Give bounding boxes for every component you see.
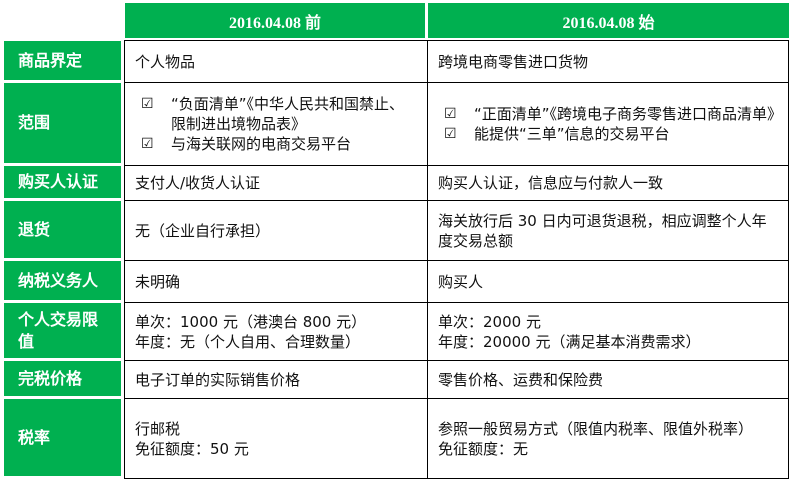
cell-before: 无（企业自行承担） xyxy=(124,200,428,261)
cell-before: 单次：1000 元（港澳台 800 元） 年度：无（个人自用、合理数量） xyxy=(124,302,428,361)
cell-after: 海关放行后 30 日内可退货退税，相应调整个人年度交易总额 xyxy=(427,200,789,261)
cell-text: 支付人/收货人认证 xyxy=(135,174,261,192)
checklist-item: ☑ “正面清单”《跨境电子商务零售进口商品清单》 xyxy=(444,104,783,124)
cell-text: 参照一般贸易方式（限值内税率、限值外税率） xyxy=(438,419,754,438)
checklist-item: ☑ 与海关联网的电商交易平台 xyxy=(141,134,417,154)
header-after: 2016.04.08 始 xyxy=(428,3,789,38)
cell-text: 电子订单的实际销售价格 xyxy=(135,370,301,389)
cell-before: ☑ “负面清单”《中华人民共和国禁止、限制进出境物品表》 ☑ 与海关联网的电商交易平台 xyxy=(124,82,428,166)
cell-before: 电子订单的实际销售价格 xyxy=(124,360,428,399)
cell-after: 参照一般贸易方式（限值内税率、限值外税率） 免征额度：无 xyxy=(427,398,789,479)
cell-after: 单次：2000 元年度：20000 元（满足基本消费需求） xyxy=(427,302,789,361)
cell-text: 年度：无（个人自用、合理数量） xyxy=(135,332,361,351)
cell-text: 年度：20000 元（满足基本消费需求） xyxy=(438,332,701,351)
cell-text: 行邮税 xyxy=(135,419,181,438)
cell-text: 单次：1000 元（港澳台 800 元） xyxy=(135,312,367,331)
checklist-item: ☑ “负面清单”《中华人民共和国禁止、限制进出境物品表》 xyxy=(141,94,417,134)
cell-text: 海关放行后 30 日内可退货退税，相应调整个人年度交易总额 xyxy=(438,211,767,250)
item-text: “正面清单”《跨境电子商务零售进口商品清单》 xyxy=(474,105,783,123)
cell-text: 跨境电商零售进口货物 xyxy=(438,52,589,71)
row-label: 范围 xyxy=(4,83,121,163)
cell-text: 免征额度：无 xyxy=(438,439,529,458)
checklist-item: ☑ 能提供“三单”信息的交易平台 xyxy=(444,124,778,144)
checkbox-icon: ☑ xyxy=(141,96,154,112)
row-label: 退货 xyxy=(4,201,121,258)
row-label: 税率 xyxy=(4,399,121,476)
cell-after: 购买人认证，信息应与付款人一致 xyxy=(427,165,789,201)
cell-text: 单次：2000 元 xyxy=(438,312,541,331)
row-label: 完税价格 xyxy=(4,361,121,396)
cell-after: 跨境电商零售进口货物 xyxy=(427,40,789,83)
row-label: 个人交易限值 xyxy=(4,303,121,358)
cell-text: 未明确 xyxy=(135,272,181,291)
cell-after: 零售价格、运费和保险费 xyxy=(427,360,789,399)
row-label: 购买人认证 xyxy=(4,166,121,198)
item-text: 与海关联网的电商交易平台 xyxy=(171,135,352,153)
row-label: 纳税义务人 xyxy=(4,261,121,300)
cell-before: 个人物品 xyxy=(124,40,428,83)
cell-text: 购买人认证，信息应与付款人一致 xyxy=(438,174,664,192)
cell-after: 购买人 xyxy=(427,260,789,303)
header-before: 2016.04.08 前 xyxy=(125,3,425,38)
cell-before: 行邮税 免征额度：50 元 xyxy=(124,398,428,479)
cell-text: 无（企业自行承担） xyxy=(135,221,271,240)
checkbox-icon: ☑ xyxy=(141,136,154,152)
row-label: 商品界定 xyxy=(4,41,121,80)
cell-text: 零售价格、运费和保险费 xyxy=(438,370,604,389)
checkbox-icon: ☑ xyxy=(444,106,457,122)
cell-after: ☑ “正面清单”《跨境电子商务零售进口商品清单》 ☑ 能提供“三单”信息的交易平台 xyxy=(427,82,789,166)
cell-before: 未明确 xyxy=(124,260,428,303)
checkbox-icon: ☑ xyxy=(444,126,457,142)
cell-before: 支付人/收货人认证 xyxy=(124,165,428,201)
item-text: 能提供“三单”信息的交易平台 xyxy=(474,125,670,143)
cell-text: 购买人 xyxy=(438,272,484,291)
cell-text: 免征额度：50 元 xyxy=(135,439,249,458)
cell-text: 个人物品 xyxy=(135,52,196,71)
item-text: “负面清单”《中华人民共和国禁止、限制进出境物品表》 xyxy=(171,95,405,133)
